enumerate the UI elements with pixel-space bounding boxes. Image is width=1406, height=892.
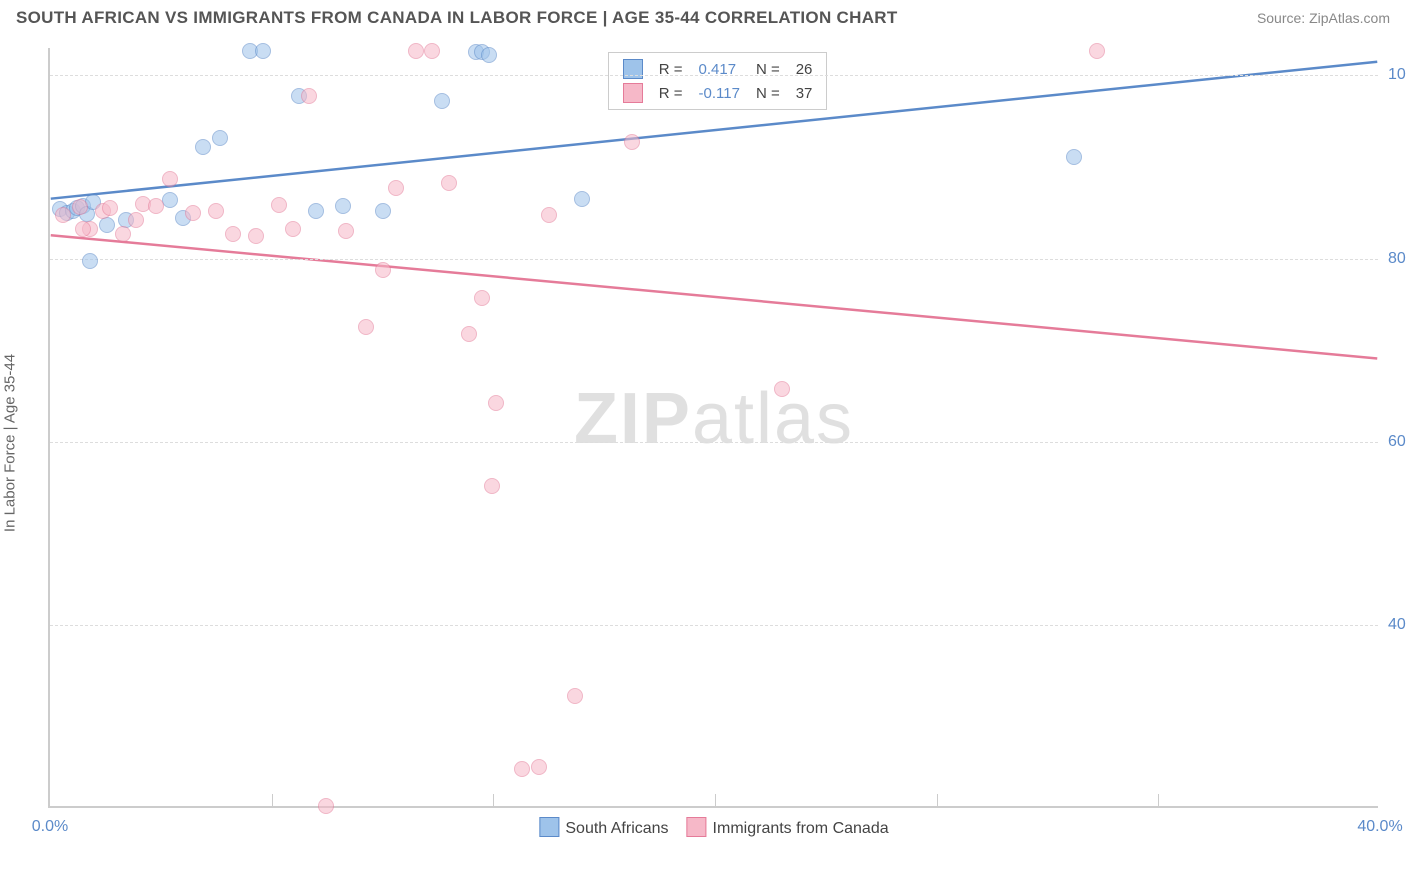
data-point (115, 226, 131, 242)
chart-source: Source: ZipAtlas.com (1257, 10, 1390, 26)
data-point (225, 226, 241, 242)
data-point (285, 221, 301, 237)
trend-line-immigrants_canada (51, 235, 1378, 358)
watermark: ZIPatlas (574, 378, 854, 460)
gridline-v (272, 794, 273, 806)
y-tick-label: 60.0% (1388, 433, 1406, 451)
data-point (484, 478, 500, 494)
data-point (318, 798, 334, 814)
data-point (481, 47, 497, 63)
data-point (388, 180, 404, 196)
data-point (1066, 149, 1082, 165)
data-point (338, 223, 354, 239)
gridline-v (1158, 794, 1159, 806)
data-point (162, 171, 178, 187)
data-point (195, 139, 211, 155)
data-point (208, 203, 224, 219)
data-point (531, 759, 547, 775)
gridline-h (50, 259, 1378, 260)
y-axis-label: In Labor Force | Age 35-44 (2, 354, 19, 532)
trend-lines (50, 48, 1378, 806)
r-value: -0.117 (691, 81, 748, 105)
n-label: N = (748, 81, 788, 105)
chart-header: SOUTH AFRICAN VS IMMIGRANTS FROM CANADA … (0, 0, 1406, 32)
r-label: R = (651, 81, 691, 105)
legend-swatch (623, 83, 643, 103)
data-point (488, 395, 504, 411)
correlation-legend: R =0.417N =26R =-0.117N =37 (608, 52, 828, 110)
n-value: 37 (788, 81, 821, 105)
data-point (185, 205, 201, 221)
data-point (72, 199, 88, 215)
legend-item: Immigrants from Canada (669, 820, 889, 837)
legend-label: South Africans (565, 820, 668, 837)
n-value: 26 (788, 57, 821, 81)
x-tick-label: 0.0% (32, 818, 68, 836)
gridline-h (50, 625, 1378, 626)
legend-swatch (539, 817, 559, 837)
data-point (301, 88, 317, 104)
x-tick-label: 40.0% (1357, 818, 1402, 836)
r-label: R = (651, 57, 691, 81)
data-point (624, 134, 640, 150)
chart-area: In Labor Force | Age 35-44 ZIPatlas R =0… (0, 38, 1406, 848)
data-point (271, 197, 287, 213)
data-point (82, 253, 98, 269)
data-point (99, 217, 115, 233)
data-point (128, 212, 144, 228)
legend-swatch (687, 817, 707, 837)
legend-row: R =-0.117N =37 (615, 81, 821, 105)
n-label: N = (748, 57, 788, 81)
data-point (567, 688, 583, 704)
data-point (148, 198, 164, 214)
y-tick-label: 100.0% (1388, 66, 1406, 84)
series-legend: South Africans Immigrants from Canada (539, 817, 888, 838)
r-value: 0.417 (691, 57, 748, 81)
data-point (335, 198, 351, 214)
data-point (574, 191, 590, 207)
gridline-h (50, 75, 1378, 76)
plot-region: ZIPatlas R =0.417N =26R =-0.117N =37 Sou… (48, 48, 1378, 808)
data-point (55, 207, 71, 223)
data-point (375, 203, 391, 219)
data-point (514, 761, 530, 777)
chart-title: SOUTH AFRICAN VS IMMIGRANTS FROM CANADA … (16, 8, 898, 28)
data-point (1089, 43, 1105, 59)
gridline-v (715, 794, 716, 806)
legend-item: South Africans (539, 820, 668, 837)
data-point (212, 130, 228, 146)
data-point (774, 381, 790, 397)
y-tick-label: 40.0% (1388, 616, 1406, 634)
data-point (441, 175, 457, 191)
data-point (424, 43, 440, 59)
gridline-h (50, 442, 1378, 443)
gridline-v (937, 794, 938, 806)
data-point (102, 200, 118, 216)
data-point (474, 290, 490, 306)
data-point (358, 319, 374, 335)
data-point (248, 228, 264, 244)
legend-label: Immigrants from Canada (713, 820, 889, 837)
y-tick-label: 80.0% (1388, 250, 1406, 268)
data-point (75, 221, 91, 237)
data-point (255, 43, 271, 59)
data-point (375, 262, 391, 278)
data-point (541, 207, 557, 223)
gridline-v (493, 794, 494, 806)
data-point (434, 93, 450, 109)
data-point (461, 326, 477, 342)
data-point (408, 43, 424, 59)
data-point (308, 203, 324, 219)
legend-row: R =0.417N =26 (615, 57, 821, 81)
